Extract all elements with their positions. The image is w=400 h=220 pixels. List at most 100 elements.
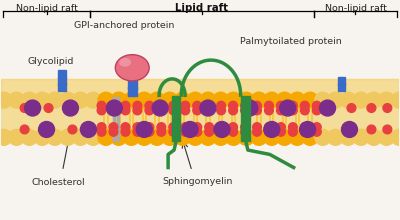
Bar (58, 83, 66, 91)
Ellipse shape (378, 129, 394, 145)
Ellipse shape (241, 101, 250, 110)
Ellipse shape (378, 92, 394, 108)
Ellipse shape (300, 123, 309, 132)
Ellipse shape (264, 129, 280, 145)
Ellipse shape (169, 101, 178, 110)
Ellipse shape (276, 106, 285, 115)
Ellipse shape (162, 92, 178, 108)
Text: GPI-anchored protein: GPI-anchored protein (74, 21, 174, 30)
Ellipse shape (238, 92, 254, 108)
Ellipse shape (229, 127, 238, 136)
Ellipse shape (145, 127, 154, 136)
Bar (128, 87, 137, 96)
Ellipse shape (264, 92, 280, 108)
Ellipse shape (200, 100, 216, 116)
Ellipse shape (353, 129, 369, 145)
Ellipse shape (174, 92, 190, 108)
Text: Palmytoilated protein: Palmytoilated protein (240, 37, 342, 46)
Ellipse shape (181, 101, 190, 110)
Ellipse shape (145, 101, 154, 110)
Ellipse shape (366, 92, 382, 108)
Ellipse shape (44, 125, 53, 134)
Ellipse shape (181, 123, 190, 132)
Ellipse shape (276, 101, 285, 110)
Ellipse shape (193, 127, 202, 136)
Ellipse shape (47, 129, 63, 145)
Ellipse shape (312, 127, 321, 136)
Ellipse shape (288, 106, 297, 115)
Ellipse shape (181, 127, 190, 136)
Ellipse shape (119, 58, 131, 67)
Ellipse shape (145, 106, 154, 115)
Ellipse shape (342, 121, 358, 138)
Ellipse shape (187, 129, 203, 145)
Bar (338, 77, 346, 85)
Ellipse shape (241, 123, 250, 132)
Ellipse shape (97, 123, 106, 132)
Ellipse shape (193, 106, 202, 115)
Ellipse shape (302, 92, 318, 108)
Ellipse shape (106, 100, 122, 116)
Ellipse shape (229, 106, 238, 115)
Ellipse shape (253, 106, 261, 115)
Ellipse shape (340, 129, 356, 145)
Ellipse shape (217, 101, 226, 110)
Ellipse shape (97, 127, 106, 136)
Ellipse shape (242, 100, 258, 116)
Ellipse shape (264, 101, 273, 110)
Ellipse shape (383, 104, 392, 112)
Ellipse shape (315, 92, 331, 108)
Ellipse shape (109, 127, 118, 136)
Ellipse shape (241, 127, 250, 136)
Ellipse shape (152, 100, 168, 116)
Ellipse shape (312, 123, 321, 132)
Ellipse shape (205, 127, 214, 136)
Ellipse shape (300, 121, 316, 138)
Ellipse shape (149, 129, 165, 145)
Ellipse shape (38, 121, 54, 138)
Ellipse shape (124, 92, 140, 108)
Ellipse shape (300, 106, 309, 115)
Ellipse shape (25, 100, 40, 116)
Ellipse shape (347, 125, 356, 134)
Ellipse shape (200, 92, 216, 108)
Text: Non-lipid raft: Non-lipid raft (324, 4, 386, 13)
Ellipse shape (264, 123, 273, 132)
Ellipse shape (60, 92, 76, 108)
Ellipse shape (98, 92, 114, 108)
Ellipse shape (312, 101, 321, 110)
Ellipse shape (157, 106, 166, 115)
Ellipse shape (383, 125, 392, 134)
Ellipse shape (213, 129, 229, 145)
Ellipse shape (20, 104, 29, 112)
Ellipse shape (366, 129, 382, 145)
Ellipse shape (109, 123, 118, 132)
Ellipse shape (288, 101, 297, 110)
Ellipse shape (241, 106, 250, 115)
Ellipse shape (264, 106, 273, 115)
Ellipse shape (251, 92, 267, 108)
Ellipse shape (22, 129, 37, 145)
Ellipse shape (98, 129, 114, 145)
Ellipse shape (121, 123, 130, 132)
Ellipse shape (0, 92, 12, 108)
Ellipse shape (133, 106, 142, 115)
Ellipse shape (121, 106, 130, 115)
Ellipse shape (136, 129, 152, 145)
Ellipse shape (136, 92, 152, 108)
Ellipse shape (276, 127, 285, 136)
Ellipse shape (157, 123, 166, 132)
Ellipse shape (193, 123, 202, 132)
Ellipse shape (367, 104, 376, 112)
Ellipse shape (315, 129, 331, 145)
Ellipse shape (276, 123, 285, 132)
Ellipse shape (391, 129, 400, 145)
Ellipse shape (347, 104, 356, 112)
Ellipse shape (226, 129, 242, 145)
Ellipse shape (320, 100, 336, 116)
Ellipse shape (60, 129, 76, 145)
Ellipse shape (34, 92, 50, 108)
Ellipse shape (145, 123, 154, 132)
Bar (1, 79, 399, 140)
Ellipse shape (22, 92, 37, 108)
